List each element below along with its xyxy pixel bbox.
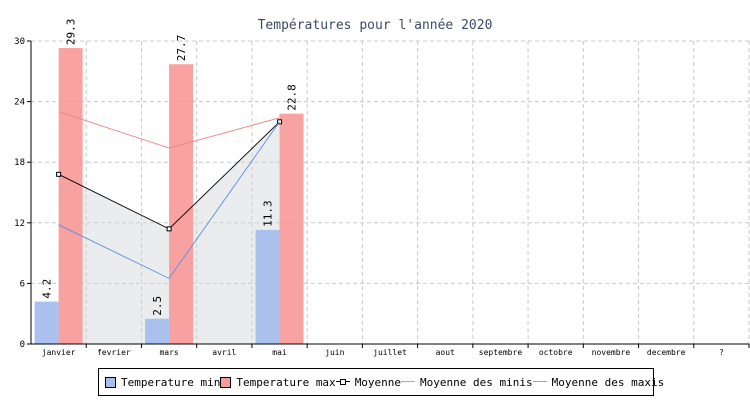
x-tick-label: juin bbox=[325, 348, 344, 357]
series-line-moyenne-maxis bbox=[58, 111, 280, 149]
x-tick-label: fevrier bbox=[97, 348, 131, 357]
legend: Temperature min Temperature max Moyenne … bbox=[98, 368, 664, 396]
legend-item-temp-min: Temperature min bbox=[105, 376, 220, 389]
legend-item-moyenne: Moyenne bbox=[335, 375, 402, 389]
x-tick-label: juillet bbox=[373, 348, 407, 357]
x-tick-label: decembre bbox=[647, 348, 686, 357]
legend-label-temp-max: Temperature max bbox=[236, 375, 336, 389]
series-line-moyenne-minis bbox=[58, 121, 280, 279]
legend-label-moyenne-minis: Moyenne des minis bbox=[420, 375, 533, 389]
chart-title: Températures pour l'année 2020 bbox=[258, 18, 493, 33]
legend-swatch-moyenne-minis bbox=[401, 378, 416, 386]
x-tick-label: novembre bbox=[592, 348, 631, 357]
bar-max bbox=[169, 64, 194, 344]
legend-swatch-temp-max bbox=[220, 376, 232, 388]
x-tick-label: janvier bbox=[42, 348, 76, 357]
y-tick-label: 30 bbox=[14, 37, 25, 47]
bar-data-label: 22.8 bbox=[286, 84, 299, 111]
bar-max bbox=[58, 48, 83, 344]
bar-data-label: 4.2 bbox=[41, 279, 54, 299]
legend-item-moyenne-maxis: Moyenne des maxis bbox=[532, 375, 665, 389]
legend-swatch-moyenne-maxis bbox=[532, 378, 547, 386]
legend-item-moyenne-minis: Moyenne des minis bbox=[401, 376, 533, 389]
x-tick-label: mai bbox=[272, 348, 287, 357]
legend-label-moyenne-maxis: Moyenne des maxis bbox=[551, 375, 665, 389]
bar-max bbox=[279, 113, 304, 344]
legend-label-moyenne: Moyenne bbox=[354, 375, 402, 389]
bar-data-label: 2.5 bbox=[151, 296, 164, 316]
x-tick-label: septembre bbox=[479, 348, 523, 357]
x-tick-label: mars bbox=[159, 348, 178, 357]
x-tick-label: ? bbox=[719, 348, 724, 357]
y-tick-label: 12 bbox=[14, 219, 25, 229]
x-tick-label: octobre bbox=[539, 348, 573, 357]
y-tick-label: 18 bbox=[14, 158, 25, 168]
bar-data-label: 27.7 bbox=[175, 35, 188, 62]
legend-swatch-temp-min bbox=[105, 376, 116, 388]
legend-swatch-moyenne bbox=[335, 378, 350, 386]
legend-label-temp-min: Temperature min bbox=[121, 375, 221, 389]
bar-min bbox=[34, 301, 59, 344]
y-tick-label: 24 bbox=[14, 98, 25, 108]
bar-min bbox=[145, 318, 170, 344]
bar-min bbox=[255, 229, 280, 344]
x-tick-label: avril bbox=[212, 348, 236, 357]
bar-data-label: 11.3 bbox=[262, 200, 275, 227]
y-tick-label: 0 bbox=[20, 340, 25, 350]
x-tick-label: aout bbox=[436, 348, 455, 357]
bar-data-label: 29.3 bbox=[65, 19, 78, 46]
moyenne-marker bbox=[56, 171, 62, 177]
moyenne-marker bbox=[166, 226, 172, 232]
y-tick-label: 6 bbox=[20, 279, 25, 289]
legend-item-temp-max: Temperature max bbox=[220, 375, 336, 389]
